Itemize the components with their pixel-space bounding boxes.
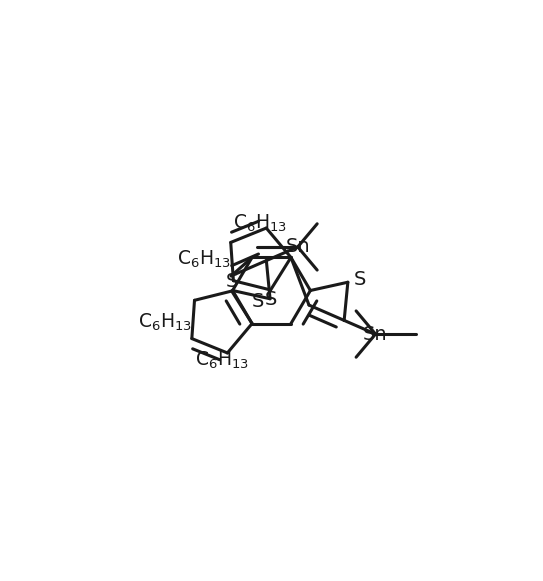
Text: S: S — [225, 272, 238, 291]
Text: C$_6$H$_{13}$: C$_6$H$_{13}$ — [138, 311, 192, 332]
Text: S: S — [252, 292, 264, 311]
Text: C$_6$H$_{13}$: C$_6$H$_{13}$ — [176, 249, 231, 270]
Text: C$_6$H$_{13}$: C$_6$H$_{13}$ — [233, 213, 287, 234]
Text: S: S — [264, 290, 277, 309]
Text: S: S — [353, 270, 366, 289]
Text: Sn: Sn — [286, 238, 310, 256]
Text: C$_6$H$_{13}$: C$_6$H$_{13}$ — [194, 350, 249, 371]
Text: Sn: Sn — [363, 325, 388, 343]
